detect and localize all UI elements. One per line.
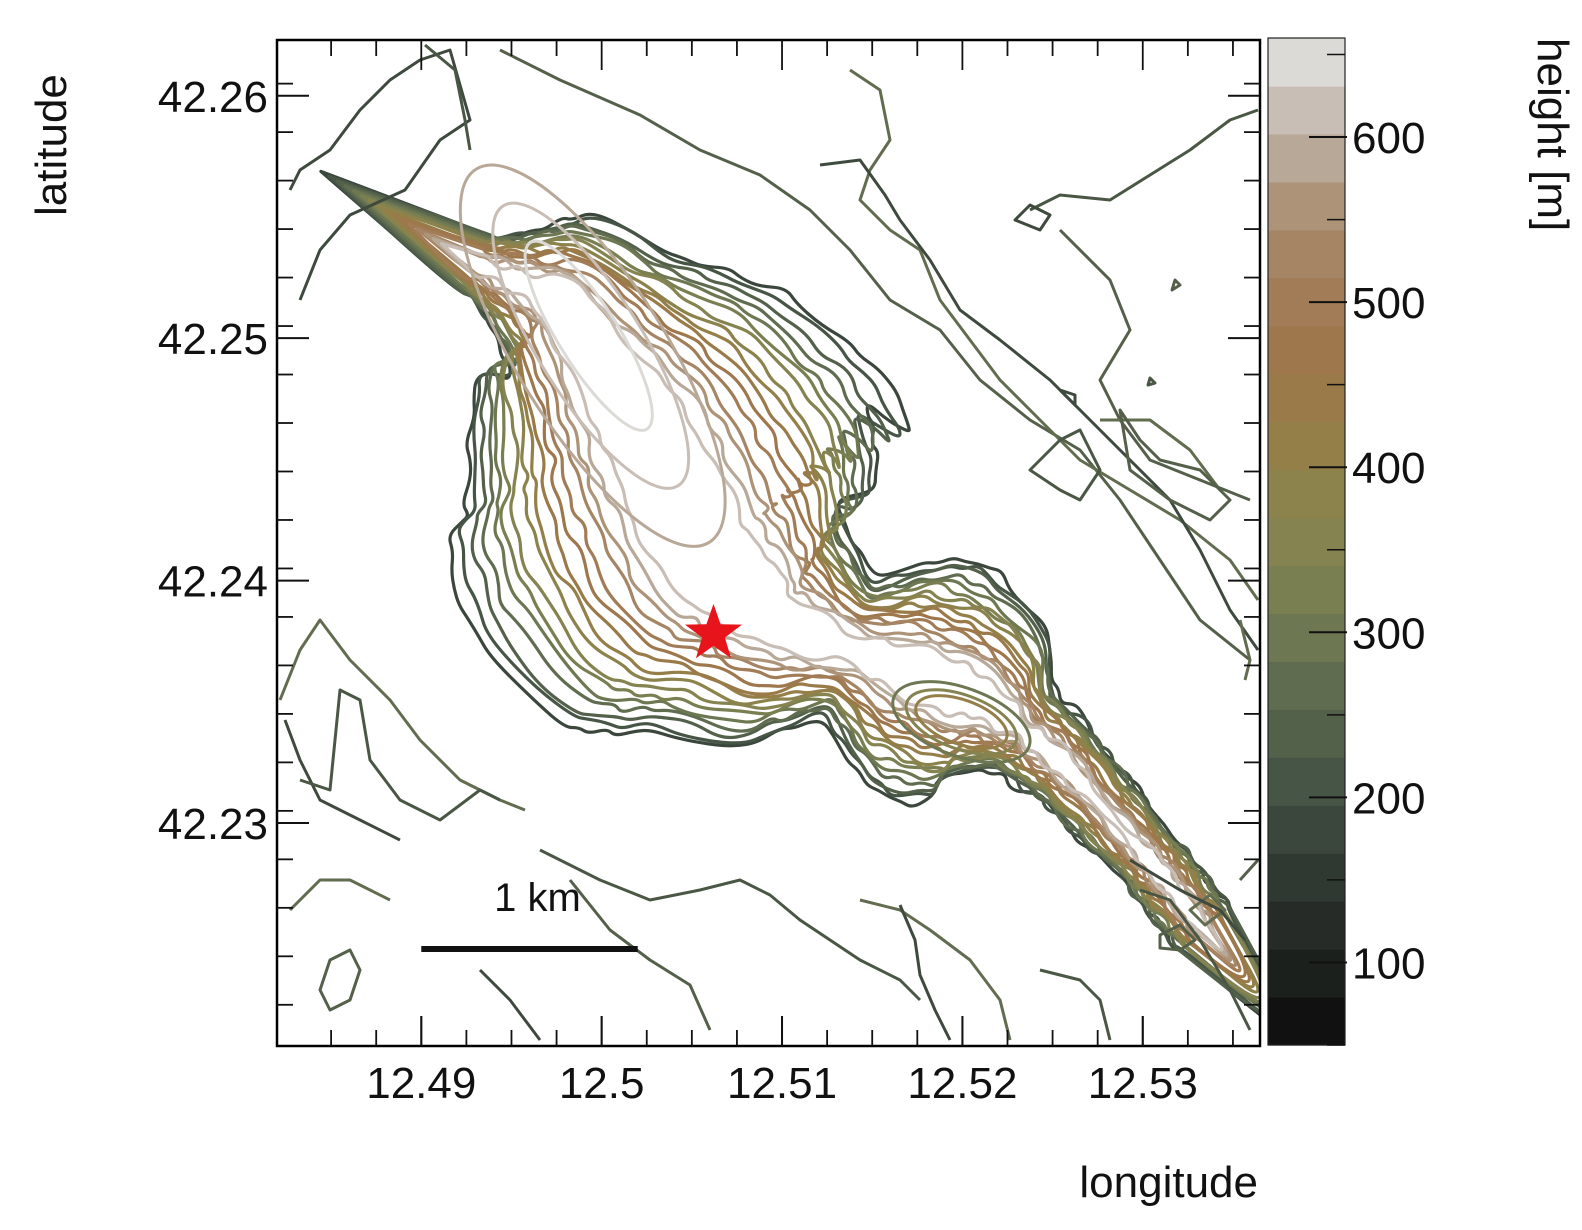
contour-line [1146, 376, 1157, 387]
x-tick-label: 12.53 [1088, 1059, 1198, 1108]
scale-bar-label: 1 km [494, 876, 581, 920]
colorbar-tick-labels: 100 200 300 400 500 600 [1352, 114, 1425, 988]
colorbar-tick-label: 100 [1352, 939, 1425, 988]
x-axis-title: longitude [1079, 1158, 1258, 1207]
colorbar-band [1268, 85, 1345, 135]
contour-line [1058, 388, 1077, 407]
colorbar-band [1268, 517, 1345, 567]
contour-line [299, 688, 501, 822]
y-tick-labels: 42.23 42.24 42.25 42.26 [158, 73, 268, 849]
colorbar-tick-label: 600 [1352, 114, 1425, 163]
contour-line [1058, 228, 1251, 502]
colorbar-band [1268, 421, 1345, 471]
x-tick-labels: 12.49 12.5 12.51 12.52 12.53 [366, 1059, 1198, 1108]
contour-line [1139, 888, 1252, 1031]
contour-line [898, 904, 952, 1041]
x-tick-label: 12.52 [907, 1059, 1017, 1108]
contour-line [1028, 428, 1102, 502]
contour-line [318, 948, 362, 1012]
scale-bar: 1 km [421, 876, 638, 953]
colorbar-band [1268, 133, 1345, 183]
contour-line [1238, 619, 1252, 681]
contour-line [568, 879, 712, 1031]
contour-lines [319, 163, 1260, 1017]
contour-line [499, 48, 1251, 662]
contour-line [458, 163, 727, 548]
colorbar-band [1268, 373, 1345, 423]
contour-line [1170, 278, 1182, 292]
colorbar-band [1268, 181, 1345, 231]
colorbar-band [1268, 565, 1345, 615]
y-tick-label: 42.26 [158, 73, 268, 122]
colorbar-band [1268, 38, 1345, 87]
colorbar-band [1268, 325, 1345, 375]
contour-line [278, 618, 526, 812]
contour-line [283, 719, 401, 842]
contour-line [1238, 858, 1260, 882]
colorbar-band [1268, 661, 1345, 710]
contour-line [1039, 968, 1112, 1041]
colorbar-band [1268, 997, 1345, 1046]
colorbar-band [1268, 853, 1345, 902]
contour-line [367, 198, 1260, 1000]
colorbar-tick-label: 200 [1352, 774, 1425, 823]
contour-line [891, 680, 1032, 764]
colorbar-frame [1267, 37, 1346, 1046]
contour-line [914, 694, 1009, 750]
x-tick-label: 12.49 [366, 1059, 476, 1108]
colorbar-band [1268, 805, 1345, 854]
plot-frame [275, 38, 1262, 1048]
colorbar-band [1268, 949, 1345, 998]
x-tick-label: 12.5 [559, 1059, 645, 1108]
contour-line [1118, 408, 1232, 522]
contour-line [439, 242, 1224, 952]
y-tick-label: 42.23 [158, 800, 268, 849]
contour-line [859, 898, 1012, 1041]
low-terrain-contours [278, 43, 1260, 1041]
contour-line [1013, 203, 1052, 232]
colorbar-band [1268, 613, 1345, 662]
contour-line [849, 68, 1260, 601]
y-tick-label: 42.24 [158, 558, 268, 607]
colorbar-title: height [m] [1528, 38, 1577, 231]
contour-line [1029, 108, 1259, 212]
colorbar-tick-label: 400 [1352, 444, 1425, 493]
red-star-marker [685, 603, 742, 659]
colorbar-band [1268, 709, 1345, 758]
contour-line [523, 239, 654, 432]
y-axis-title: latitude [27, 74, 76, 216]
contour-line [539, 848, 922, 1002]
contour-line [904, 688, 1019, 756]
colorbar-tick-label: 500 [1352, 279, 1425, 328]
colorbar-band [1268, 229, 1345, 279]
colorbar-tick-label: 300 [1352, 609, 1425, 658]
contour-line [1129, 858, 1247, 941]
contour-line [288, 48, 472, 301]
contour-line [1158, 923, 1197, 952]
colorbar-band [1268, 901, 1345, 950]
contour-line [335, 179, 1260, 1014]
x-tick-label: 12.51 [727, 1059, 837, 1108]
colorbar [1267, 37, 1347, 1046]
contour-line [819, 158, 1260, 651]
contour-line [288, 878, 391, 912]
y-tick-label: 42.25 [158, 315, 268, 364]
contour-line [424, 43, 472, 151]
axis-ticks [277, 40, 1260, 1046]
contour-line [491, 201, 691, 490]
contour-line [478, 968, 542, 1041]
colorbar-band [1268, 757, 1345, 806]
colorbar-band [1268, 469, 1345, 519]
